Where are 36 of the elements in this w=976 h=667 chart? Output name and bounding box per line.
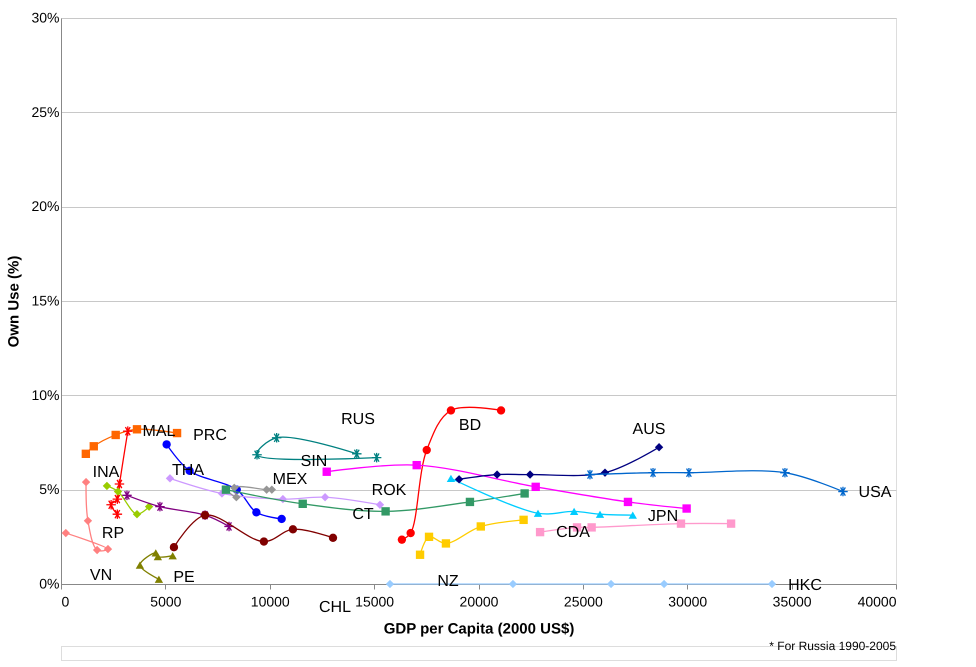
annotation: NZ bbox=[437, 573, 459, 590]
annotation: CDA bbox=[556, 524, 590, 541]
y-tick-label: 5% bbox=[39, 481, 60, 498]
x-axis-title: GDP per Capita (2000 US$) bbox=[384, 620, 574, 638]
y-tick-label: 30% bbox=[31, 10, 60, 26]
annotation: RUS bbox=[341, 411, 375, 428]
x-tick-label: 20000 bbox=[460, 594, 499, 610]
text: * For Russia 1990-2005 bbox=[769, 639, 896, 653]
annotation: ROK bbox=[372, 482, 407, 499]
annotation: RP bbox=[102, 525, 124, 542]
y-tick-label: 15% bbox=[31, 292, 60, 308]
annotation: VN bbox=[90, 567, 112, 584]
x-tick-label: 30000 bbox=[668, 594, 708, 610]
y-axis-title: Own Use (%) bbox=[5, 256, 22, 348]
annotation: BD bbox=[458, 417, 482, 434]
x-tick-label: 40000 bbox=[858, 594, 897, 610]
annotation: CT bbox=[352, 506, 374, 523]
x-tick-label: 25000 bbox=[564, 594, 604, 610]
annotation: HKC bbox=[788, 577, 822, 594]
annotation: PRC bbox=[193, 427, 227, 444]
y-tick-label: 0% bbox=[39, 576, 60, 592]
x-tick-label: 0 bbox=[62, 594, 70, 610]
x-tick-label: 10000 bbox=[250, 594, 290, 610]
annotation: MEX bbox=[272, 471, 308, 488]
x-tick-label: 35000 bbox=[772, 594, 812, 610]
annotation: PE bbox=[173, 569, 195, 586]
annotation: AUS bbox=[632, 421, 666, 438]
x-tick-label: 15000 bbox=[355, 594, 394, 610]
y-tick-label: 20% bbox=[31, 198, 60, 214]
annotation: INA bbox=[92, 464, 120, 481]
annotation: JPN bbox=[648, 508, 678, 525]
x-tick-label: 5000 bbox=[150, 594, 182, 610]
y-tick-label: 10% bbox=[31, 386, 60, 403]
annotation: USA bbox=[858, 484, 892, 501]
y-tick-label: 25% bbox=[31, 104, 60, 120]
text: CHL bbox=[318, 599, 352, 616]
